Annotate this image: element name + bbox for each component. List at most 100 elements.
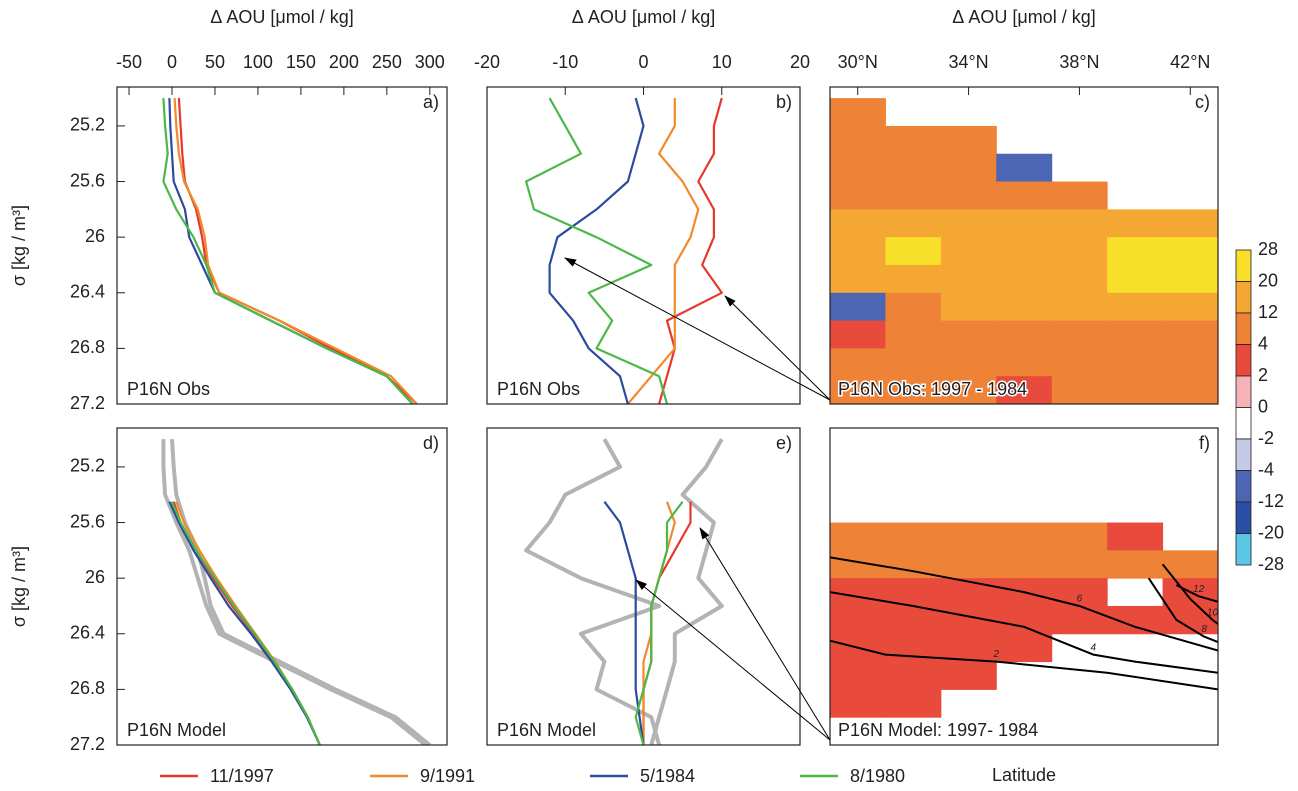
- contour-cell: [885, 292, 942, 322]
- colorbar-label: -20: [1258, 522, 1284, 542]
- contour-cell: [940, 550, 997, 579]
- plot-frame: [829, 427, 1219, 746]
- contour-cell: [940, 633, 997, 663]
- contour-cell: [885, 689, 942, 718]
- x-axis-label: Δ AOU [μmol / kg]: [952, 7, 1095, 27]
- contour-line: [1147, 577, 1218, 644]
- y-tick-label: 25.6: [70, 511, 105, 531]
- colorbar-box: [1235, 344, 1252, 377]
- x-tick-label: 10: [712, 52, 732, 72]
- y-tick-label: 27.2: [70, 734, 105, 754]
- contour-cell: [1051, 264, 1108, 294]
- contour-cell: [885, 237, 942, 266]
- contour-cell: [1051, 209, 1108, 238]
- contour-cell: [1107, 320, 1164, 349]
- panel-annotation: P16N Model: 1997- 1984: [838, 720, 1038, 740]
- model-line: [525, 97, 669, 404]
- colorbar-box: [1235, 249, 1252, 282]
- x-tick-label: 38°N: [1059, 52, 1099, 72]
- colorbar-label: 0: [1258, 396, 1268, 416]
- arrow: [564, 257, 831, 401]
- contour-cell: [940, 125, 997, 155]
- contour-cell: [940, 264, 997, 294]
- x-tick-label: 100: [243, 52, 273, 72]
- contour-cell: [830, 153, 886, 183]
- model-line: [627, 98, 700, 404]
- contour-line: [1175, 584, 1218, 603]
- x-tick-label: -20: [474, 52, 500, 72]
- y-tick-label: 25.6: [70, 170, 105, 190]
- model-line: [603, 501, 645, 745]
- contour-cell: [1107, 209, 1164, 238]
- legend-label: 11/1997: [210, 766, 274, 786]
- contour-cell: [996, 292, 1053, 322]
- contour-line: [830, 591, 1218, 674]
- contour-cell: [1162, 320, 1219, 349]
- contour-cell: [996, 181, 1053, 210]
- x-tick-label: -50: [116, 52, 142, 72]
- contour-cell: [940, 181, 997, 210]
- colorbar-label: 12: [1258, 302, 1278, 322]
- contour-cell: [885, 578, 942, 607]
- y-axis-label: σ [kg / m³]: [9, 546, 29, 627]
- arrow: [635, 579, 831, 741]
- x-tick-label: 250: [372, 52, 402, 72]
- contour-label: 10: [1207, 608, 1219, 619]
- colorbar-box: [1235, 501, 1252, 534]
- panel-label: f): [1199, 433, 1210, 453]
- y-tick-label: 26.4: [70, 282, 105, 302]
- contour-cell: [996, 320, 1053, 349]
- panel-annotation: P16N Model: [497, 720, 596, 740]
- panel-annotation: P16N Obs: 1997 - 1984: [838, 379, 1027, 399]
- contour-cell: [1107, 348, 1164, 377]
- contour-cell: [940, 522, 997, 551]
- model-line: [642, 501, 676, 745]
- contour-cell: [885, 209, 942, 238]
- contour-cell: [885, 125, 942, 155]
- contour-label: 8: [1201, 624, 1207, 635]
- contour-cell: [940, 209, 997, 238]
- contour-cell: [940, 348, 997, 377]
- panel-label: a): [423, 92, 439, 112]
- colorbar-label: 20: [1258, 270, 1278, 290]
- colorbar-box: [1235, 438, 1252, 471]
- obs-background-line: [524, 438, 662, 745]
- contour-cell: [1051, 181, 1108, 210]
- y-tick-label: 25.2: [70, 456, 105, 476]
- model-line: [548, 97, 645, 404]
- contour-cell: [830, 320, 886, 349]
- obs-background-line: [170, 438, 432, 745]
- contour-label: 6: [1077, 594, 1083, 605]
- contour-cell: [885, 181, 942, 210]
- contour-cell: [1107, 264, 1164, 294]
- contour-line: [830, 556, 1218, 652]
- x-axis-label: Δ AOU [μmol / kg]: [572, 7, 715, 27]
- x-tick-label: 0: [638, 52, 648, 72]
- x-tick-label: 200: [329, 52, 359, 72]
- legend-label: 5/1984: [640, 766, 695, 786]
- colorbar-label: -28: [1258, 554, 1284, 574]
- panel-label: e): [776, 433, 792, 453]
- contour-cell: [885, 348, 942, 377]
- contour-cell: [1107, 292, 1164, 322]
- y-tick-label: 25.2: [70, 115, 105, 135]
- contour-cell: [885, 661, 942, 690]
- y-tick-label: 26: [85, 567, 105, 587]
- annotation-arrows: [564, 257, 831, 741]
- contour-cell: [885, 264, 942, 294]
- contour-cell: [830, 125, 886, 155]
- colorbar-box: [1235, 312, 1252, 345]
- contour-cell: [996, 522, 1053, 551]
- panel-label: d): [423, 433, 439, 453]
- contour-cell: [885, 320, 942, 349]
- x-tick-label: 300: [415, 52, 445, 72]
- x-tick-label: 50: [205, 52, 225, 72]
- contour-cell: [1162, 376, 1219, 405]
- contour-cell: [1051, 605, 1108, 635]
- y-tick-label: 26.8: [70, 337, 105, 357]
- contour-cell: [1051, 292, 1108, 322]
- y-tick-label: 27.2: [70, 393, 105, 413]
- colorbar-label: -2: [1258, 428, 1274, 448]
- contour-cell: [1107, 237, 1164, 266]
